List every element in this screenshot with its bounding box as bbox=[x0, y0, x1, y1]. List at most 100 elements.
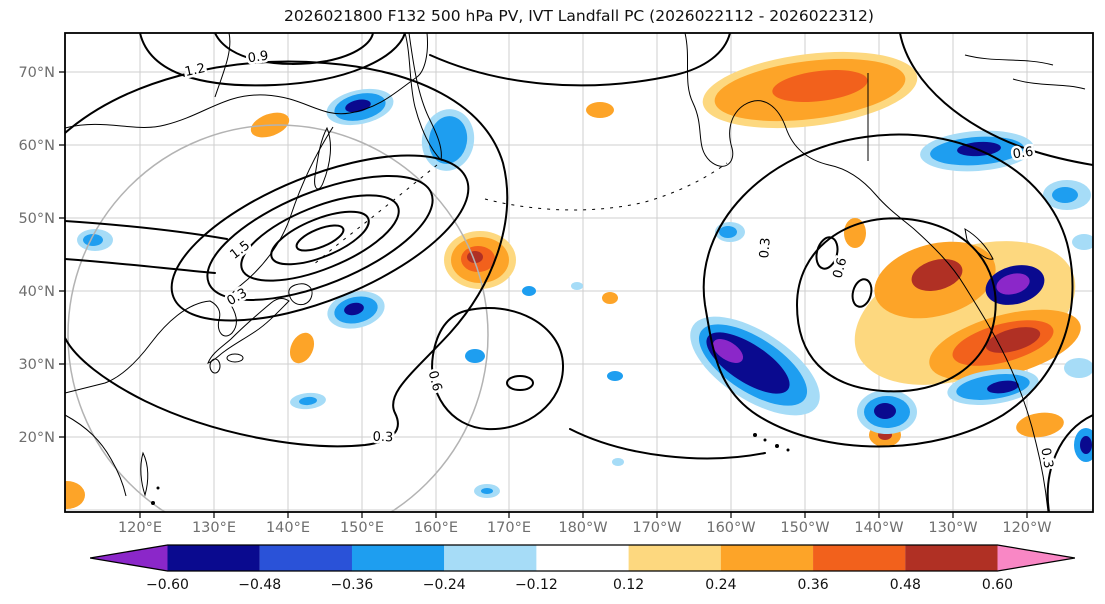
colorbar-tick-label: −0.60 bbox=[146, 577, 189, 593]
anomaly-blob bbox=[612, 458, 624, 466]
contour-line bbox=[569, 428, 766, 460]
colorbar-tick-label: −0.36 bbox=[330, 577, 374, 593]
y-tick-label: 30°N bbox=[18, 357, 55, 373]
contour-line bbox=[851, 278, 873, 308]
x-tick-label: 150°E bbox=[340, 520, 384, 536]
colorbar-cell bbox=[259, 545, 353, 571]
anomaly-blob bbox=[1064, 358, 1093, 378]
coastline-path bbox=[484, 162, 728, 211]
contour-line bbox=[796, 217, 997, 393]
colorbar bbox=[90, 544, 1075, 572]
anomaly-blob bbox=[602, 292, 618, 304]
anomaly-blob bbox=[428, 116, 468, 164]
colorbar-cell bbox=[813, 545, 906, 571]
anomaly-blob bbox=[844, 218, 866, 248]
colorbar-tick-label: −0.12 bbox=[514, 577, 558, 593]
x-tick-label: 130°W bbox=[928, 520, 977, 536]
anomaly-blob bbox=[985, 327, 1041, 353]
pv-map: 1.2 0.9 1.5 0.3 0.3 0.6 0.3 0.6 0.6 0.3 … bbox=[18, 32, 1094, 536]
island bbox=[140, 451, 149, 497]
range-ring bbox=[67, 124, 489, 512]
anomaly-blob bbox=[571, 282, 583, 290]
colorbar-over-arrow bbox=[997, 545, 1075, 571]
anomaly-blob bbox=[465, 349, 485, 363]
coastlines bbox=[65, 33, 1086, 512]
colorbar-tick-label: 0.60 bbox=[981, 577, 1014, 593]
contour-line bbox=[65, 60, 509, 448]
x-tick-label: 140°W bbox=[854, 520, 903, 536]
contour-label: 1.2 bbox=[183, 61, 206, 80]
plot-frame bbox=[64, 32, 1094, 513]
contour-label: 0.3 bbox=[757, 237, 774, 259]
island bbox=[151, 501, 155, 505]
pv-contours bbox=[65, 33, 1093, 512]
y-axis-labels: 70°N 60°N 50°N 40°N 30°N 20°N bbox=[18, 65, 55, 446]
island bbox=[209, 358, 221, 374]
x-tick-label: 130°E bbox=[192, 520, 236, 536]
anomaly-blob bbox=[987, 380, 1019, 394]
contour-label: 0.6 bbox=[1012, 145, 1035, 163]
anomaly-blob bbox=[607, 371, 623, 381]
colorbar-tick-label: 0.36 bbox=[797, 577, 829, 593]
anomaly-blob bbox=[1072, 234, 1093, 250]
y-tick-label: 60°N bbox=[18, 138, 55, 154]
anomaly-blob bbox=[83, 234, 103, 246]
anomaly-blob bbox=[1052, 187, 1078, 203]
contour-line bbox=[214, 33, 374, 65]
contour-label: 0.3 bbox=[225, 286, 250, 309]
anomaly-blob bbox=[65, 481, 85, 509]
anomaly-blob bbox=[712, 339, 744, 363]
x-tick-label: 160°W bbox=[706, 520, 755, 536]
colorbar-cell bbox=[720, 545, 814, 571]
y-tick-marks bbox=[59, 71, 65, 438]
x-tick-label: 160°E bbox=[414, 520, 458, 536]
island bbox=[226, 353, 244, 363]
map-layers: 1.2 0.9 1.5 0.3 0.3 0.6 0.3 0.6 0.6 0.3 bbox=[65, 33, 1093, 512]
anomaly-blob bbox=[289, 332, 315, 364]
anomaly-blob bbox=[586, 102, 614, 118]
contour-line bbox=[65, 220, 228, 274]
x-tick-label: 120°E bbox=[118, 520, 162, 536]
colorbar-tick-label: −0.48 bbox=[238, 577, 282, 593]
contour-line bbox=[429, 33, 731, 87]
contour-line bbox=[431, 307, 565, 431]
island bbox=[763, 438, 767, 442]
anomaly-blob bbox=[996, 273, 1030, 295]
colorbar-cell bbox=[167, 545, 260, 571]
x-tick-label: 170°W bbox=[632, 520, 681, 536]
coastline-path bbox=[314, 126, 331, 190]
chart-title: 2026021800 F132 500 hPa PV, IVT Landfall… bbox=[284, 7, 874, 25]
shaded-anomalies bbox=[65, 51, 1093, 509]
anomaly-blob bbox=[1080, 436, 1092, 454]
anomaly-blob bbox=[344, 302, 364, 316]
contour-line bbox=[295, 224, 345, 252]
x-tick-label: 180°W bbox=[558, 520, 607, 536]
anomaly-blob bbox=[911, 259, 963, 291]
x-tick-label: 120°W bbox=[1002, 520, 1051, 536]
contour-label: 0.3 bbox=[372, 430, 393, 446]
colorbar-tick-label: −0.24 bbox=[422, 577, 466, 593]
colorbar-cell bbox=[351, 545, 445, 571]
y-tick-label: 50°N bbox=[18, 211, 55, 227]
contour-line bbox=[506, 375, 534, 391]
island bbox=[753, 433, 757, 437]
y-tick-label: 40°N bbox=[18, 284, 55, 300]
contour-line bbox=[815, 236, 839, 270]
coastline-path bbox=[65, 126, 334, 394]
island bbox=[786, 448, 790, 452]
coastline-path bbox=[288, 283, 313, 306]
contour-label: 0.9 bbox=[247, 49, 270, 67]
colorbar-under-arrow bbox=[90, 545, 168, 571]
colorbar-outline bbox=[90, 544, 1075, 572]
contour-line bbox=[899, 33, 1093, 166]
contour-line bbox=[206, 175, 434, 301]
x-tick-label: 170°E bbox=[487, 520, 531, 536]
contour-line bbox=[139, 33, 406, 87]
coastline-path bbox=[684, 33, 1049, 512]
island bbox=[156, 486, 160, 490]
x-tick-label: 150°W bbox=[780, 520, 829, 536]
anomaly-blob bbox=[1016, 412, 1064, 438]
anomaly-blob bbox=[772, 70, 868, 102]
colorbar-cell bbox=[905, 545, 998, 571]
anomaly-blob bbox=[874, 403, 896, 419]
